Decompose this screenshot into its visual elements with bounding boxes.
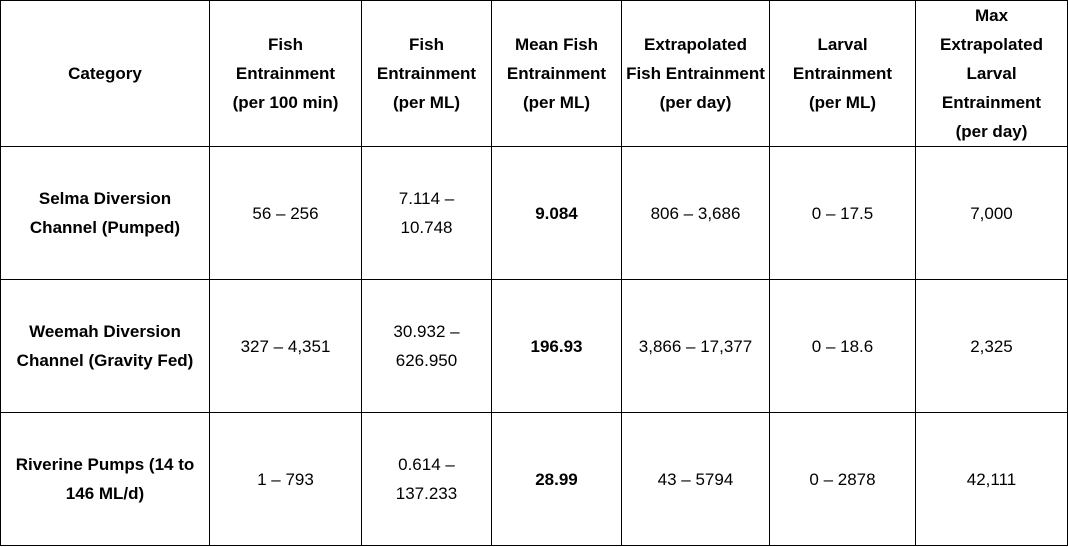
header-larval-entrainment: Larval Entrainment (per ML) (769, 0, 916, 147)
row-category: Selma Diversion Channel (Pumped) (0, 146, 210, 280)
cell-mean-fish-per-ml: 9.084 (491, 146, 622, 280)
cell-larval-per-ml: 0 – 18.6 (769, 279, 916, 413)
cell-fish-per-ml: 30.932 – 626.950 (361, 279, 492, 413)
table-header-row: Category Fish Entrainment (per 100 min) … (0, 0, 1068, 147)
header-fish-entrainment-per-100-min: Fish Entrainment (per 100 min) (209, 0, 362, 147)
cell-fish-per-100-min: 56 – 256 (209, 146, 362, 280)
cell-max-larval-per-day: 42,111 (915, 412, 1068, 546)
table-row: Weemah Diversion Channel (Gravity Fed) 3… (0, 279, 1068, 413)
header-category: Category (0, 0, 210, 147)
cell-mean-fish-per-ml: 196.93 (491, 279, 622, 413)
cell-mean-fish-per-ml: 28.99 (491, 412, 622, 546)
header-fish-entrainment-per-ml: Fish Entrainment (per ML) (361, 0, 492, 147)
table-row: Selma Diversion Channel (Pumped) 56 – 25… (0, 146, 1068, 280)
cell-fish-per-ml: 0.614 – 137.233 (361, 412, 492, 546)
header-mean-fish-entrainment: Mean Fish Entrainment (per ML) (491, 0, 622, 147)
cell-fish-per-ml: 7.114 – 10.748 (361, 146, 492, 280)
cell-extrapolated-fish-per-day: 43 – 5794 (621, 412, 770, 546)
row-category: Weemah Diversion Channel (Gravity Fed) (0, 279, 210, 413)
table-row: Riverine Pumps (14 to 146 ML/d) 1 – 793 … (0, 412, 1068, 546)
header-extrapolated-fish-entrainment: Extrapolated Fish Entrainment (per day) (621, 0, 770, 147)
cell-larval-per-ml: 0 – 2878 (769, 412, 916, 546)
cell-extrapolated-fish-per-day: 806 – 3,686 (621, 146, 770, 280)
row-category: Riverine Pumps (14 to 146 ML/d) (0, 412, 210, 546)
cell-max-larval-per-day: 2,325 (915, 279, 1068, 413)
cell-larval-per-ml: 0 – 17.5 (769, 146, 916, 280)
header-max-extrapolated-larval-entrainment: Max Extrapolated Larval Entrainment (per… (915, 0, 1068, 147)
cell-fish-per-100-min: 327 – 4,351 (209, 279, 362, 413)
cell-max-larval-per-day: 7,000 (915, 146, 1068, 280)
cell-extrapolated-fish-per-day: 3,866 – 17,377 (621, 279, 770, 413)
cell-fish-per-100-min: 1 – 793 (209, 412, 362, 546)
